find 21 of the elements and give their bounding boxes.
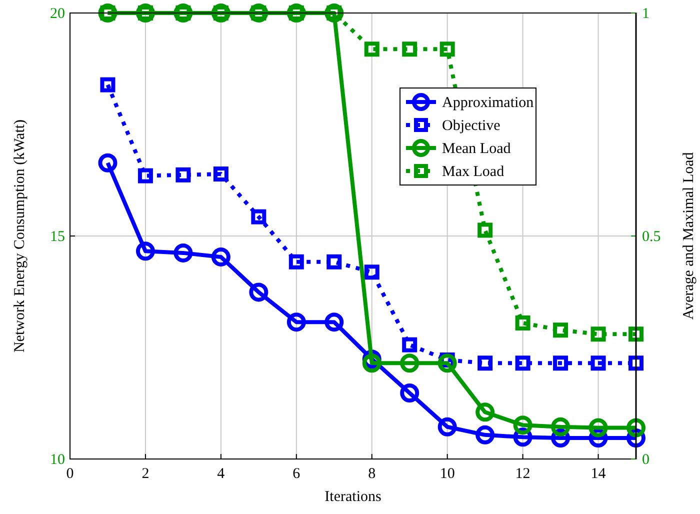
x-tick-label: 2	[142, 466, 150, 482]
x-tick-label: 6	[292, 466, 301, 482]
legend-label: Approximation	[442, 95, 534, 111]
x-tick-label: 14	[590, 466, 606, 482]
x-tick-label: 4	[217, 466, 226, 482]
x-tick-label: 8	[368, 466, 376, 482]
y2-tick-label: 1	[642, 6, 650, 22]
y2-axis-title: Average and Maximal Load	[681, 152, 697, 320]
legend-label: Max Load	[442, 164, 505, 180]
x-axis-title: Iterations	[324, 489, 382, 505]
legend-label: Objective	[442, 118, 501, 134]
y-axis-title: Network Energy Consumption (kWatt)	[12, 119, 28, 353]
x-tick-label: 10	[440, 466, 455, 482]
legend-label: Mean Load	[442, 141, 512, 157]
y2-tick-label: 0	[642, 452, 650, 468]
y-tick-label: 20	[50, 6, 65, 22]
x-tick-label: 12	[515, 466, 530, 482]
y-tick-label: 10	[50, 452, 65, 468]
x-tick-label: 0	[66, 466, 74, 482]
y-tick-label: 15	[50, 229, 65, 245]
y2-tick-label: 0.5	[642, 229, 661, 245]
